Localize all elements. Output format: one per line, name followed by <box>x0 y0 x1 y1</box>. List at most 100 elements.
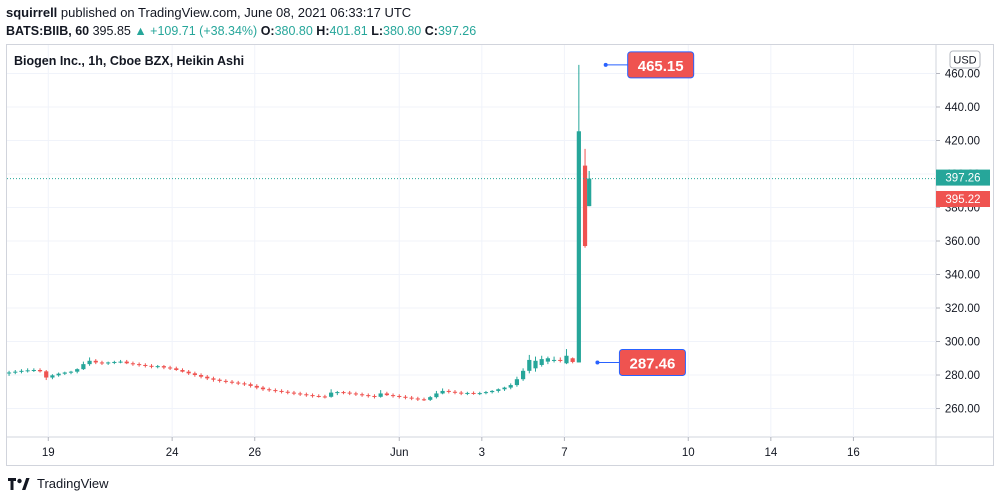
candle[interactable] <box>137 362 142 367</box>
candle[interactable] <box>161 364 166 370</box>
candle[interactable] <box>291 390 297 396</box>
candle[interactable] <box>50 374 55 380</box>
candle[interactable] <box>25 368 30 373</box>
candle[interactable] <box>428 395 433 401</box>
candle[interactable] <box>298 391 303 396</box>
candle[interactable] <box>273 388 278 393</box>
candle[interactable] <box>403 395 408 400</box>
candle[interactable] <box>508 383 513 390</box>
candle[interactable] <box>582 148 588 248</box>
candle[interactable] <box>477 391 482 396</box>
candle[interactable] <box>459 390 464 396</box>
candle[interactable] <box>514 376 520 387</box>
candle[interactable] <box>285 390 290 395</box>
candle[interactable] <box>390 393 396 398</box>
candle[interactable] <box>310 393 315 398</box>
footer-brand[interactable]: TradingView <box>37 476 109 491</box>
candle[interactable] <box>31 368 36 373</box>
candle[interactable] <box>452 390 458 395</box>
candle[interactable] <box>106 361 111 365</box>
candle[interactable] <box>155 364 160 369</box>
candle[interactable] <box>576 64 581 363</box>
candle[interactable] <box>167 365 173 370</box>
candle[interactable] <box>186 369 191 376</box>
candle[interactable] <box>279 389 284 394</box>
candle[interactable] <box>174 366 179 371</box>
candle[interactable] <box>335 390 340 396</box>
candle[interactable] <box>533 356 538 372</box>
candle[interactable] <box>378 390 383 398</box>
candle[interactable] <box>341 390 346 395</box>
candle[interactable] <box>545 356 550 365</box>
candle[interactable] <box>316 394 321 398</box>
candle[interactable] <box>68 370 74 375</box>
candle[interactable] <box>19 369 24 374</box>
candle[interactable] <box>359 392 365 397</box>
candle[interactable] <box>254 384 259 390</box>
candle[interactable] <box>149 364 154 369</box>
candle[interactable] <box>384 391 389 396</box>
candle[interactable] <box>551 356 557 363</box>
candle[interactable] <box>87 357 92 366</box>
candle[interactable] <box>6 370 12 376</box>
candle[interactable] <box>242 381 247 386</box>
candle[interactable] <box>217 378 222 383</box>
candle[interactable] <box>322 394 328 399</box>
candle[interactable] <box>99 360 105 365</box>
tradingview-logo-icon[interactable] <box>8 477 32 491</box>
price-axis-label[interactable]: 397.26 <box>936 169 990 186</box>
candle[interactable] <box>527 354 532 374</box>
price-axis-label[interactable]: 395.22 <box>936 190 990 207</box>
candle[interactable] <box>483 390 489 395</box>
candle[interactable] <box>260 385 266 391</box>
price-callout[interactable]: 287.46 <box>595 349 686 377</box>
candle[interactable] <box>198 373 204 379</box>
candle[interactable] <box>248 382 253 388</box>
candle[interactable] <box>564 349 569 365</box>
candle[interactable] <box>366 393 371 398</box>
candle[interactable] <box>180 368 185 373</box>
candle[interactable] <box>81 361 86 370</box>
candle[interactable] <box>130 361 136 366</box>
candle[interactable] <box>521 368 526 381</box>
candle[interactable] <box>205 375 210 381</box>
candle[interactable] <box>471 391 476 395</box>
candle[interactable] <box>304 392 309 397</box>
candle[interactable] <box>229 380 235 385</box>
candle[interactable] <box>502 386 507 391</box>
candle[interactable] <box>143 363 148 368</box>
candle[interactable] <box>587 170 592 207</box>
candle[interactable] <box>446 389 451 394</box>
candle[interactable] <box>75 368 80 374</box>
candle[interactable] <box>124 359 129 365</box>
candle[interactable] <box>353 391 358 396</box>
candle[interactable] <box>434 390 439 399</box>
candle[interactable] <box>329 389 334 398</box>
price-callout[interactable]: 465.15 <box>603 51 695 79</box>
publisher-name[interactable]: squirrell <box>6 5 58 20</box>
candle[interactable] <box>421 397 427 401</box>
candle[interactable] <box>56 372 61 377</box>
candle[interactable] <box>372 394 377 399</box>
candle[interactable] <box>118 359 123 364</box>
candle[interactable] <box>490 390 495 394</box>
candle[interactable] <box>223 379 228 384</box>
candle[interactable] <box>440 388 445 395</box>
candle[interactable] <box>415 396 420 401</box>
candle[interactable] <box>558 357 563 363</box>
candle[interactable] <box>347 390 352 396</box>
candle[interactable] <box>62 371 67 376</box>
currency-badge[interactable] <box>949 50 981 69</box>
candle[interactable] <box>192 371 197 377</box>
candle[interactable] <box>397 394 402 399</box>
candle[interactable] <box>211 376 216 382</box>
candle[interactable] <box>465 391 470 396</box>
candle[interactable] <box>236 380 241 386</box>
candle[interactable] <box>409 395 414 401</box>
candle[interactable] <box>93 359 98 365</box>
candle[interactable] <box>496 388 501 393</box>
candle[interactable] <box>37 368 43 373</box>
candle[interactable] <box>267 387 272 392</box>
candle[interactable] <box>44 369 49 381</box>
